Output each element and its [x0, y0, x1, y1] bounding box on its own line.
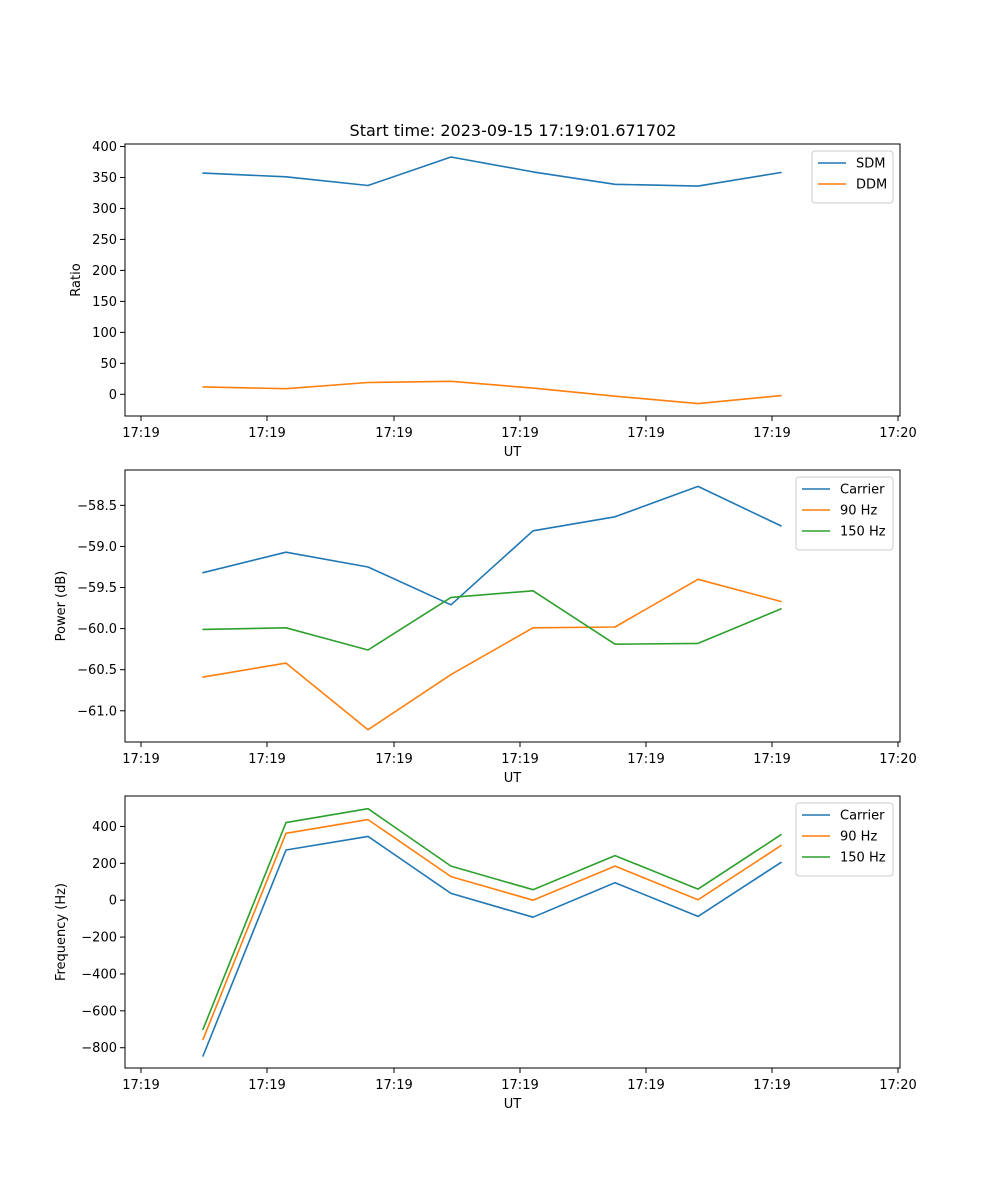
y-tick-label: 150 — [92, 295, 117, 310]
y-tick-label: −200 — [81, 931, 117, 946]
x-tick-label: 17:19 — [627, 1078, 664, 1093]
y-tick-label: −400 — [81, 967, 117, 982]
x-tick-label: 17:19 — [122, 426, 159, 441]
x-tick-label: 17:19 — [753, 752, 790, 767]
x-tick-label: 17:19 — [375, 426, 412, 441]
y-tick-label: 250 — [92, 233, 117, 248]
y-tick-label: 200 — [92, 857, 117, 872]
x-tick-label: 17:19 — [375, 1078, 412, 1093]
x-tick-label: 17:20 — [879, 1078, 916, 1093]
y-tick-label: −58.5 — [77, 499, 117, 514]
x-tick-label: 17:19 — [375, 752, 412, 767]
y-tick-label: 400 — [92, 820, 117, 835]
x-tick-label: 17:19 — [248, 752, 285, 767]
x-tick-label: 17:19 — [248, 426, 285, 441]
y-axis-label: Power (dB) — [54, 571, 69, 642]
chart-title: Start time: 2023-09-15 17:19:01.671702 — [350, 121, 677, 140]
legend-label: Carrier — [840, 809, 885, 824]
y-tick-label: 400 — [92, 140, 117, 155]
x-tick-label: 17:19 — [122, 1078, 159, 1093]
x-tick-label: 17:19 — [501, 426, 538, 441]
x-tick-label: 17:19 — [501, 1078, 538, 1093]
y-tick-label: 100 — [92, 326, 117, 341]
x-tick-label: 17:19 — [122, 752, 159, 767]
y-tick-label: 0 — [109, 894, 117, 909]
series-line-150-hz — [202, 589, 782, 651]
axes-frame — [124, 469, 901, 743]
series-line-ddm — [202, 380, 782, 405]
series-line-carrier — [202, 485, 782, 606]
legend-label: 90 Hz — [840, 830, 877, 845]
x-tick-label: 17:20 — [879, 426, 916, 441]
x-tick-label: 17:20 — [879, 752, 916, 767]
subplots: 17:19 17:19 17:19 17:19 17:19 17:19 17:20 0 50 10… — [54, 140, 917, 1112]
subplot-ratio: 17:19 17:19 17:19 17:19 17:19 17:19 17:20 0 50 10… — [69, 140, 917, 460]
series-line-carrier — [202, 835, 782, 1057]
legend: SDM DDM — [811, 150, 894, 204]
legend-label: Carrier — [840, 483, 885, 498]
x-tick-label: 17:19 — [248, 1078, 285, 1093]
subplot-power: 17:19 17:19 17:19 17:19 17:19 17:19 17:20 −61.0… — [54, 469, 917, 786]
series-line-90-hz — [202, 818, 782, 1041]
y-axis-label: Ratio — [69, 263, 84, 296]
y-tick-label: 0 — [109, 388, 117, 403]
axes-frame — [124, 143, 901, 417]
y-tick-label: −600 — [81, 1004, 117, 1019]
y-tick-label: −61.0 — [77, 704, 117, 719]
series-line-150-hz — [202, 807, 782, 1031]
x-tick-label: 17:19 — [627, 752, 664, 767]
legend-label: SDM — [856, 157, 885, 172]
y-tick-label: −60.5 — [77, 663, 117, 678]
legend-label: 150 Hz — [840, 851, 886, 866]
x-axis-label: UT — [504, 445, 522, 460]
y-axis-label: Frequency (Hz) — [54, 883, 69, 981]
x-axis-label: UT — [504, 1097, 522, 1112]
series-line-sdm — [202, 156, 782, 187]
x-tick-label: 17:19 — [627, 426, 664, 441]
y-tick-label: 50 — [100, 357, 117, 372]
x-axis-label: UT — [504, 771, 522, 786]
series-line-90-hz — [202, 578, 782, 731]
y-tick-label: −59.0 — [77, 540, 117, 555]
subplot-frequency: 17:19 17:19 17:19 17:19 17:19 17:19 17:20 −800 −… — [54, 795, 917, 1112]
legend: Carrier 90 Hz 150 Hz — [795, 476, 894, 551]
y-tick-label: 200 — [92, 264, 117, 279]
y-tick-label: −59.5 — [77, 581, 117, 596]
legend: Carrier 90 Hz 150 Hz — [795, 802, 894, 877]
axes-frame — [124, 795, 901, 1069]
y-tick-label: 300 — [92, 202, 117, 217]
y-tick-label: −60.0 — [77, 622, 117, 637]
legend-label: 150 Hz — [840, 525, 886, 540]
y-tick-label: −800 — [81, 1041, 117, 1056]
legend-label: 90 Hz — [840, 504, 877, 519]
x-tick-label: 17:19 — [753, 1078, 790, 1093]
y-tick-label: 350 — [92, 171, 117, 186]
x-tick-label: 17:19 — [753, 426, 790, 441]
x-tick-label: 17:19 — [501, 752, 538, 767]
legend-box — [811, 150, 894, 204]
legend-label: DDM — [856, 178, 887, 193]
